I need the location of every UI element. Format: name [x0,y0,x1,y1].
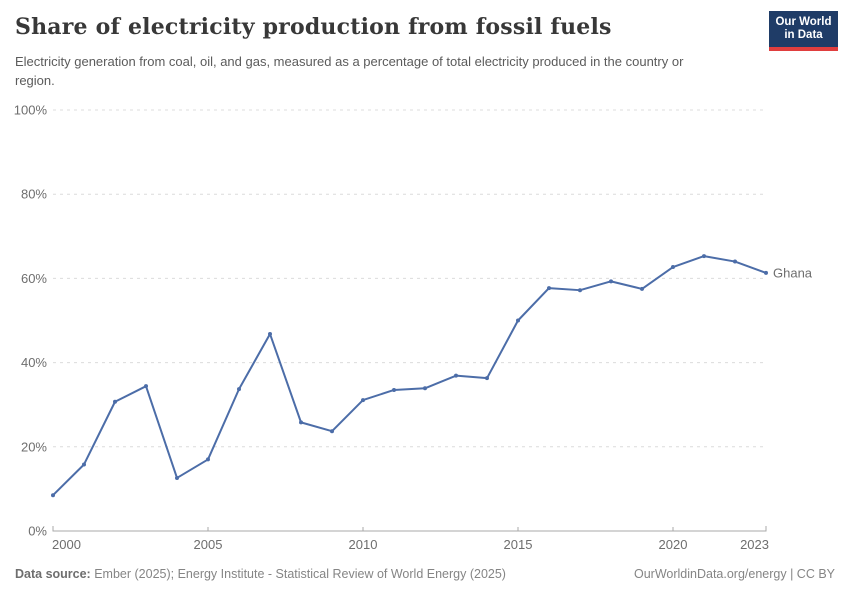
y-tick-label: 60% [21,271,47,286]
chart-plot-area: 0% 20% 40% 60% 80% 100% 2000 2005 2010 2015 2020 20… [14,103,813,553]
x-tick-label: 2005 [194,537,223,552]
data-source-label: Data source: [15,567,91,581]
data-point-ghana [206,457,210,462]
data-point-ghana [175,475,179,480]
data-point-ghana [454,373,458,378]
data-source-text: Ember (2025); Energy Institute - Statist… [90,567,506,581]
data-point-ghana [299,420,303,425]
data-point-ghana [485,376,489,381]
owid-logo-line1: Our World [775,15,832,28]
data-point-ghana [547,286,551,291]
x-axis-line [52,526,767,532]
owid-logo: Our World in Data [769,11,838,51]
page-title: Share of electricity production from fos… [15,14,612,40]
owid-logo-line2: in Data [784,29,823,41]
data-point-ghana [113,399,117,404]
data-point-ghana [237,387,241,392]
x-tick-label: 2023 [740,537,769,552]
data-point-ghana [733,259,737,264]
y-tick-label: 100% [14,103,48,118]
y-tick-label: 0% [28,524,47,539]
data-point-ghana [609,279,613,284]
data-point-ghana [361,398,365,403]
data-point-ghana [764,270,768,275]
y-tick-label: 40% [21,355,47,370]
data-point-ghana [392,387,396,392]
data-source: Data source: Ember (2025); Energy Instit… [15,567,506,581]
data-point-ghana [578,288,582,293]
series-label-ghana: Ghana [773,265,813,280]
data-point-ghana [330,429,334,434]
x-tick-label: 2015 [504,537,533,552]
data-point-ghana [516,318,520,323]
data-point-ghana [640,286,644,291]
x-tick-label: 2000 [52,537,81,552]
y-tick-label: 20% [21,439,47,454]
x-tick-label: 2010 [349,537,378,552]
data-point-ghana [702,254,706,259]
data-point-ghana [671,265,675,270]
footer-attribution: OurWorldinData.org/energy | CC BY [633,567,835,581]
data-point-ghana [144,384,148,389]
data-point-ghana [423,386,427,391]
y-tick-label: 80% [21,187,47,202]
chart-subtitle: Electricity generation from coal, oil, a… [15,54,684,88]
data-point-ghana [51,493,55,498]
footer: Data source: Ember (2025); Energy Instit… [15,567,835,581]
x-tick-label: 2020 [659,537,688,552]
data-line-ghana [52,255,767,497]
data-point-ghana [82,462,86,467]
data-point-ghana [268,331,272,336]
